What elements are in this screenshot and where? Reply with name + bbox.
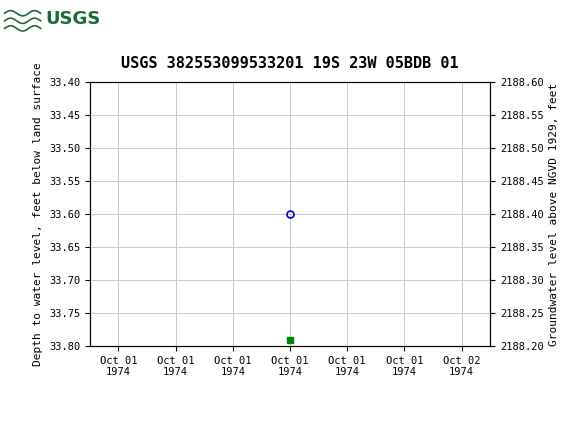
Y-axis label: Depth to water level, feet below land surface: Depth to water level, feet below land su… bbox=[34, 62, 44, 366]
Text: USGS 382553099533201 19S 23W 05BDB 01: USGS 382553099533201 19S 23W 05BDB 01 bbox=[121, 56, 459, 71]
Text: USGS: USGS bbox=[45, 10, 100, 28]
FancyBboxPatch shape bbox=[3, 2, 93, 36]
Y-axis label: Groundwater level above NGVD 1929, feet: Groundwater level above NGVD 1929, feet bbox=[549, 82, 559, 346]
